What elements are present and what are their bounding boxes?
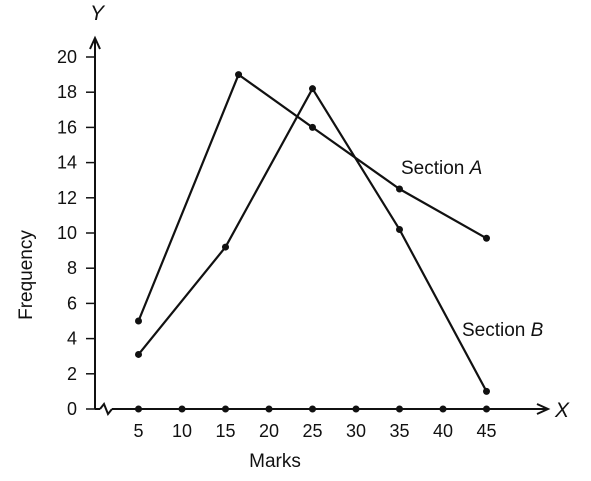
series-point-section-b [309,85,316,93]
x-axis-arrow [536,403,551,415]
y-tick-label: 4 [67,329,77,349]
x-axis-point [483,405,490,413]
x-tick-label: 25 [302,421,322,441]
series-line-section-b [137,87,488,392]
ticks: 0 2 4 6 8 10 12 14 16 18 20 5 10 15 20 25 30 35 40 45 [57,47,497,441]
y-tick-label: 6 [67,293,77,313]
series-label-section-b: Section B [462,320,544,341]
series-point-section-a [235,71,243,79]
x-axis-point [135,405,142,413]
y-axis-title: Frequency [16,230,37,320]
series-group [135,71,490,395]
series-point-section-b [135,350,142,358]
x-axis-point [309,405,316,413]
y-tick-label: 14 [57,153,77,173]
x-tick-label: 30 [346,421,366,441]
series-label-section-a: Section A [401,158,482,179]
y-tick-label: 0 [67,399,77,419]
x-axis-break [99,402,113,416]
x-tick-label: 15 [215,421,235,441]
x-axis-point [352,405,360,413]
series-point-section-a [309,123,316,131]
y-tick-label: 20 [57,47,77,67]
x-axis-point [439,405,447,413]
y-tick-label: 18 [57,82,77,102]
x-axis-point [265,405,273,413]
x-axis-point [396,405,403,413]
series-point-section-a [396,185,403,193]
x-tick-label: 35 [389,421,409,441]
y-axis-arrow [89,35,101,50]
x-tick-label: 20 [259,421,279,441]
series-point-section-a [483,234,490,242]
y-tick-label: 12 [57,188,77,208]
series-point-section-b [222,243,229,251]
series-point-section-b [396,225,403,233]
x-tick-label: 45 [476,421,496,441]
series-line-section-a [137,73,488,322]
x-tick-label: 5 [133,421,143,441]
x-axis-title: Marks [249,451,301,472]
y-tick-label: 2 [67,364,77,384]
series-point-section-b [483,387,490,395]
x-axis-point [178,405,186,413]
series-point-section-a [135,317,142,325]
y-tick-label: 16 [57,117,77,137]
y-tick-label: 10 [57,223,77,243]
y-tick-label: 8 [67,258,77,278]
axes [89,35,551,416]
x-axis-letter: X [554,399,570,422]
y-axis-letter: Y [90,2,106,25]
x-tick-label: 10 [172,421,192,441]
x-axis-point [222,405,229,413]
x-tick-label: 40 [433,421,453,441]
labels: Marks Frequency Y X Section A Section B [16,2,570,472]
